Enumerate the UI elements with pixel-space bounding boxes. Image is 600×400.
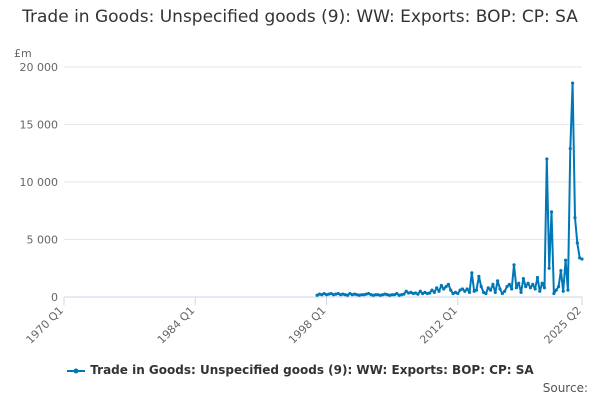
x-tick-label: 2025 Q2 [542,304,585,347]
y-tick-labels: 0 5 000 10 000 15 000 20 000 [20,61,59,304]
data-point [507,282,511,286]
data-point [446,282,450,286]
data-point [346,293,350,297]
axis-layer [63,296,583,305]
data-point [517,281,521,285]
legend-label: Trade in Goods: Unspecified goods (9): W… [90,363,534,377]
data-point [533,287,537,291]
data-point [456,291,460,296]
data-point [568,147,572,151]
data-point [512,263,516,267]
data-point [432,290,436,294]
data-point [505,285,509,289]
data-point [418,289,422,293]
x-tick-label: 1998 Q1 [286,304,329,347]
x-tick-labels: 1970 Q1 1984 Q1 1998 Q1 2012 Q1 2025 Q2 [24,304,585,347]
data-point [484,291,488,296]
data-point [374,293,378,297]
data-point [540,281,544,285]
data-point [444,285,448,289]
y-tick-label: 0 [51,291,58,304]
data-point [561,289,565,293]
data-point [479,285,483,289]
chart-title: Trade in Goods: Unspecified goods (9): W… [22,7,578,27]
data-point [531,282,535,286]
y-tick-label: 20 000 [20,61,59,74]
source-label: Source: [542,381,588,395]
data-point [474,288,479,292]
y-tick-label: 5 000 [27,234,59,247]
data-point [559,268,563,273]
data-point [390,293,394,297]
data-point [428,291,432,295]
data-point [442,287,446,291]
data-point [449,288,453,292]
data-point [500,291,504,296]
data-point [470,271,474,275]
data-point [430,288,434,292]
data-point [542,286,547,290]
series-layer [315,81,584,297]
data-point [437,289,441,293]
series-line [316,82,583,297]
data-point [519,290,523,294]
x-tick-label: 2012 Q1 [417,304,460,347]
data-point [549,210,554,214]
data-point [488,288,493,292]
data-point [556,285,561,289]
data-point [521,277,526,281]
data-point [416,292,420,296]
data-point [465,287,469,291]
grid-layer [64,66,582,240]
data-point [493,290,497,294]
data-point [580,257,584,261]
data-point [573,216,577,220]
x-tick-label: 1984 Q1 [155,304,198,347]
data-point [395,291,399,296]
data-point [467,290,472,294]
data-point [566,288,570,292]
data-point [528,286,533,290]
data-point [571,81,575,85]
data-point [477,274,481,278]
data-point [554,288,558,292]
data-point [545,157,549,161]
data-point [563,258,568,262]
data-point [463,289,467,293]
y-axis-unit-label: £m [14,47,32,60]
data-point [498,287,502,291]
data-point [503,289,507,293]
data-point [460,287,465,291]
data-point [491,282,495,286]
data-point [439,283,443,288]
y-tick-label: 15 000 [20,119,59,132]
data-point [496,279,500,283]
data-point [535,275,540,280]
y-tick-label: 10 000 [20,176,59,189]
legend[interactable]: Trade in Goods: Unspecified goods (9): W… [0,363,600,377]
data-point [575,241,579,245]
data-point [510,287,514,291]
data-point [552,291,556,296]
data-point [514,286,518,290]
data-point [402,292,406,296]
data-point [524,285,528,289]
data-point [538,289,542,293]
data-point [547,266,551,270]
data-point [360,293,364,297]
data-point [435,286,439,290]
data-point [404,289,408,293]
x-tick-label: 1970 Q1 [24,304,67,347]
legend-swatch [67,368,86,373]
data-point [486,286,490,290]
data-point [526,281,530,285]
